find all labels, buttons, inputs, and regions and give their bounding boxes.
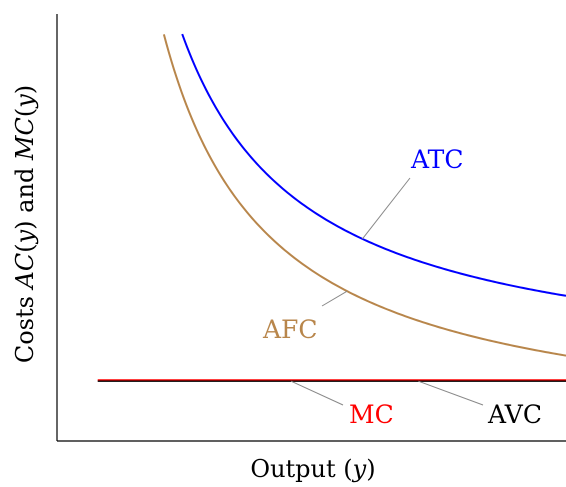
afc-curve	[162, 34, 566, 357]
avc-label: AVC	[487, 400, 542, 429]
label-leaders	[290, 177, 484, 406]
axes	[56, 14, 566, 442]
atc-curve	[181, 33, 566, 297]
y-axis-title: Costs AC(y) and MC(y)	[11, 85, 39, 363]
atc-leader-line	[362, 177, 411, 240]
mc-label: MC	[349, 400, 394, 429]
avc-leader-line	[418, 380, 484, 406]
curve-labels: ATC AFC MC AVC	[262, 145, 542, 429]
mc-leader-line	[290, 380, 344, 406]
atc-label: ATC	[410, 145, 464, 174]
afc-leader-line	[321, 290, 348, 307]
curves	[97, 33, 566, 382]
afc-label: AFC	[262, 315, 318, 344]
x-axis-title: Output (y)	[250, 455, 375, 483]
